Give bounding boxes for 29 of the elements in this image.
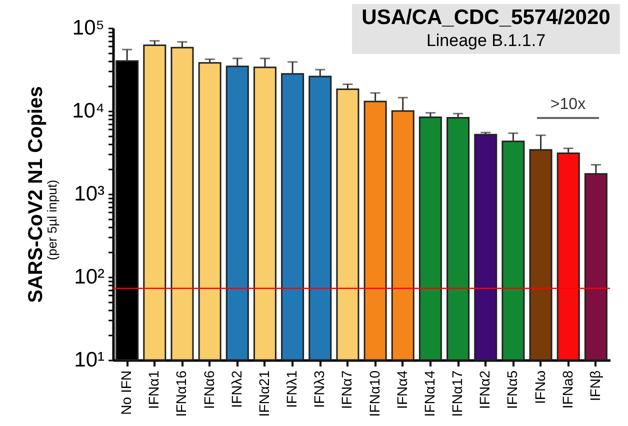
- y-tick-label: 10²: [74, 266, 104, 288]
- x-tick-label: IFNα7: [338, 370, 355, 409]
- x-tick-label: IFNα21: [256, 370, 272, 417]
- x-tick-label: IFNα10: [366, 370, 382, 417]
- y-tick-label: 10⁴: [72, 100, 104, 122]
- x-tick-label: IFNα2: [476, 370, 493, 409]
- y-tick-label: 10¹: [74, 348, 104, 372]
- x-tick-label: IFNλ3: [311, 370, 328, 408]
- x-tick-label: IFNω: [532, 370, 548, 404]
- x-tick-label: IFNα14: [421, 370, 438, 417]
- y-axis-title: SARS-CoV2 N1 Copies: [25, 86, 48, 303]
- annotation: >10x: [549, 96, 587, 114]
- x-tick-label: IFNα17: [449, 370, 466, 417]
- chart-subtitle: Lineage B.1.1.7: [425, 30, 547, 51]
- y-tick-label: 10⁵: [72, 16, 104, 40]
- x-tick-label: IFNα4: [394, 370, 410, 409]
- x-tick-label: IFNλ1: [284, 370, 300, 408]
- x-tick-label: IFNλ2: [228, 370, 244, 408]
- text: (per 5µl input): [44, 180, 60, 260]
- x-tick-label: IFNα1: [146, 370, 162, 409]
- x-tick-label: No IFN: [118, 370, 134, 415]
- x-tick-label: IFNβ: [586, 370, 603, 402]
- y-tick-label: 10³: [74, 182, 104, 206]
- bracket: >10x: [537, 96, 599, 119]
- chart-title: USA/CA_CDC_5574/2020: [360, 5, 612, 30]
- x-tick-label: IFNa8: [559, 370, 576, 409]
- x-tick-label: IFNα6: [200, 370, 217, 409]
- x-tick-label: IFNα5: [504, 370, 520, 409]
- x-tick-label: IFNα16: [173, 370, 190, 417]
